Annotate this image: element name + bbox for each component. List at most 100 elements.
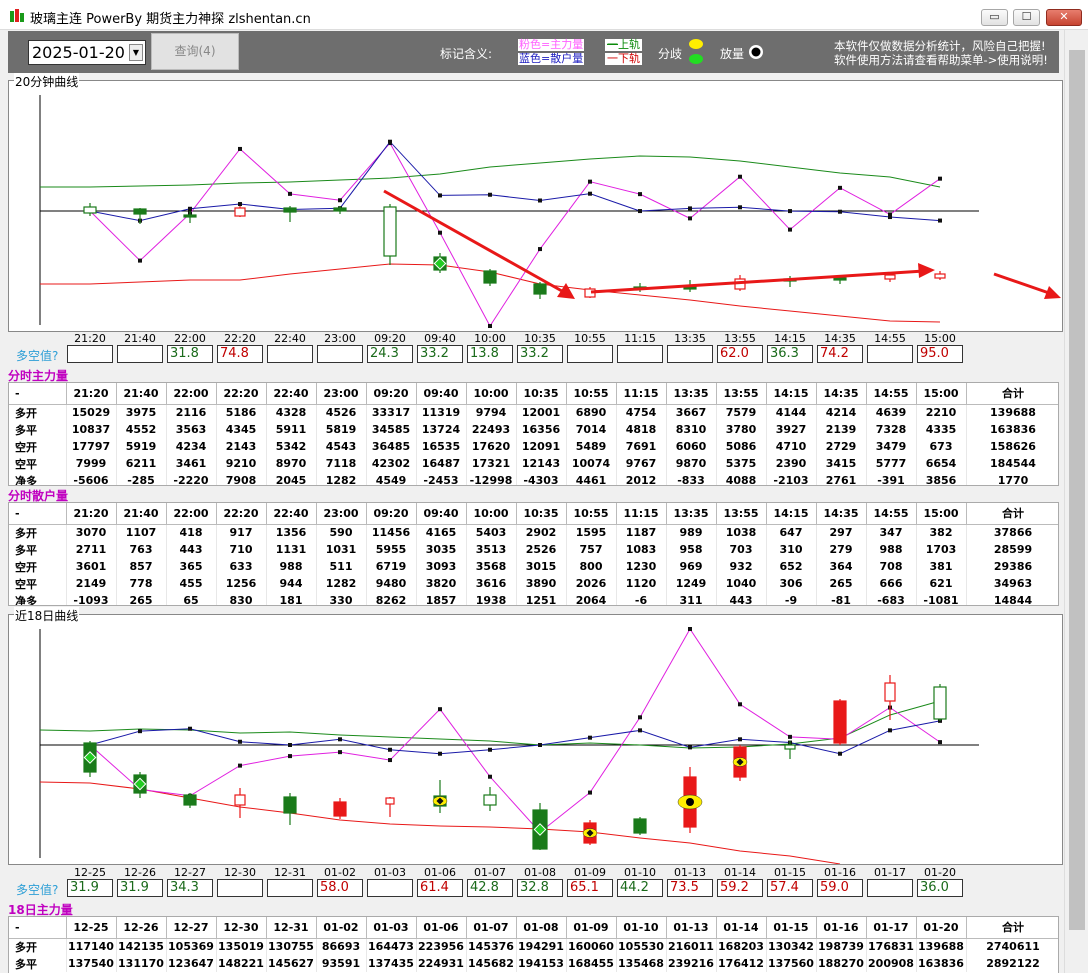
date-picker[interactable]: 2025-01-20 ▼ <box>28 40 146 65</box>
axis-tick-label: 13:35 <box>674 332 706 345</box>
query-button[interactable]: 查询(4) <box>151 33 239 70</box>
table-cell: 7999 <box>66 455 117 472</box>
table-cell: -833 <box>666 472 717 485</box>
table-row[interactable]: 多平 137540 131170 123647 148221 145627 93591 137… <box>9 955 1058 972</box>
table-cell: 1251 <box>516 592 567 605</box>
scrollbar-thumb[interactable] <box>1069 50 1085 930</box>
dk20-label[interactable]: 多空值? <box>16 349 59 363</box>
column-header[interactable]: 10:35 <box>516 503 567 525</box>
column-header[interactable]: 22:40 <box>266 383 317 405</box>
column-header[interactable]: 01-02 <box>316 917 367 939</box>
column-header[interactable]: - <box>9 917 67 939</box>
column-header[interactable]: 22:20 <box>216 383 267 405</box>
axis-tick-label: 10:35 <box>524 332 556 345</box>
column-header[interactable]: 09:40 <box>416 503 467 525</box>
column-header[interactable]: 22:00 <box>166 383 217 405</box>
column-header[interactable]: 13:35 <box>666 383 717 405</box>
table-cell: 1187 <box>616 524 667 541</box>
column-header[interactable]: 09:20 <box>366 383 417 405</box>
column-header[interactable]: 13:55 <box>716 503 767 525</box>
column-header[interactable]: 11:15 <box>616 383 667 405</box>
column-header[interactable]: 10:55 <box>566 503 617 525</box>
column-header[interactable]: 11:15 <box>616 503 667 525</box>
column-header[interactable]: 14:15 <box>766 503 817 525</box>
column-header[interactable]: 21:20 <box>66 503 117 525</box>
column-header[interactable]: 10:35 <box>516 383 567 405</box>
table-row[interactable]: 空开 3601 857 365 633 988 511 6719 3093 3568 3015 800… <box>9 558 1058 575</box>
column-header[interactable]: 14:55 <box>866 503 917 525</box>
column-header[interactable]: 01-13 <box>666 917 717 939</box>
column-header[interactable]: 01-06 <box>416 917 467 939</box>
table-row[interactable]: 空平 7999 6211 3461 9210 8970 7118 42302 16487 1732… <box>9 455 1058 472</box>
column-header[interactable]: 22:20 <box>216 503 267 525</box>
column-header[interactable]: 合计 <box>966 917 1058 939</box>
table-row[interactable]: 多平 2711 763 443 710 1131 1031 5955 3035 3513 2526 7… <box>9 541 1058 558</box>
chevron-down-icon[interactable]: ▼ <box>129 44 143 61</box>
table-row[interactable]: 净多 -5606 -285 -2220 7908 2045 1282 4549 -2453 -12… <box>9 472 1058 485</box>
table-cell: 16356 <box>516 421 567 438</box>
column-header[interactable]: 21:40 <box>116 503 167 525</box>
column-header[interactable]: 14:35 <box>816 383 867 405</box>
column-header[interactable]: 01-09 <box>566 917 617 939</box>
axis-tick-label: 11:15 <box>624 332 656 345</box>
column-header[interactable]: 15:00 <box>916 503 967 525</box>
vertical-scrollbar[interactable] <box>1064 30 1088 973</box>
minimize-button[interactable]: ▭ <box>981 9 1008 26</box>
table-row[interactable]: 多开 15029 3975 2116 5186 4328 4526 33317 11319 979… <box>9 404 1058 421</box>
column-header[interactable]: 09:40 <box>416 383 467 405</box>
column-header[interactable]: 合计 <box>966 503 1058 525</box>
column-header[interactable]: 01-10 <box>616 917 667 939</box>
column-header[interactable]: - <box>9 383 67 405</box>
upper-rail-icon: 一 <box>607 38 618 51</box>
table-row[interactable]: 净多 -1093 265 65 830 181 330 8262 1857 1938 1251 206… <box>9 592 1058 605</box>
column-header[interactable]: - <box>9 503 67 525</box>
column-header[interactable]: 01-07 <box>466 917 517 939</box>
table-cell: 2045 <box>266 472 317 485</box>
column-header[interactable]: 01-15 <box>766 917 817 939</box>
column-header[interactable]: 01-08 <box>516 917 567 939</box>
column-header[interactable]: 12-31 <box>266 917 317 939</box>
table-cell: 944 <box>266 575 317 592</box>
table-row[interactable]: 多开 117140 142135 105369 135019 130755 86693 164… <box>9 938 1058 955</box>
table-cell: 16487 <box>416 455 467 472</box>
column-header[interactable]: 01-17 <box>866 917 917 939</box>
column-header[interactable]: 01-14 <box>716 917 767 939</box>
column-header[interactable]: 09:20 <box>366 503 417 525</box>
column-header[interactable]: 23:00 <box>316 503 367 525</box>
table-row[interactable]: 空平 2149 778 455 1256 944 1282 9480 3820 3616 3890 2… <box>9 575 1058 592</box>
table-cell: 12001 <box>516 404 567 421</box>
close-button[interactable]: ✕ <box>1046 9 1082 26</box>
column-header[interactable]: 12-30 <box>216 917 267 939</box>
toolbar: 2025-01-20 ▼ 查询(4) 标记含义: 粉色=主力量 蓝色=散户量 一… <box>8 31 1059 73</box>
table-cell: 12091 <box>516 438 567 455</box>
column-header[interactable]: 21:20 <box>66 383 117 405</box>
table-row[interactable]: 多开 3070 1107 418 917 1356 590 11456 4165 5403 2902… <box>9 524 1058 541</box>
column-header[interactable]: 13:35 <box>666 503 717 525</box>
column-header[interactable]: 01-20 <box>916 917 967 939</box>
dk18-label[interactable]: 多空值? <box>16 883 59 897</box>
column-header[interactable]: 12-25 <box>66 917 117 939</box>
column-header[interactable]: 14:55 <box>866 383 917 405</box>
table-cell: 6211 <box>116 455 167 472</box>
maximize-button[interactable]: ☐ <box>1013 9 1040 26</box>
column-header[interactable]: 21:40 <box>116 383 167 405</box>
column-header[interactable]: 12-27 <box>166 917 217 939</box>
column-header[interactable]: 10:55 <box>566 383 617 405</box>
table-cell: 4526 <box>316 404 367 421</box>
column-header[interactable]: 14:15 <box>766 383 817 405</box>
column-header[interactable]: 13:55 <box>716 383 767 405</box>
column-header[interactable]: 22:40 <box>266 503 317 525</box>
column-header[interactable]: 01-03 <box>366 917 417 939</box>
column-header[interactable]: 22:00 <box>166 503 217 525</box>
column-header[interactable]: 15:00 <box>916 383 967 405</box>
table-cell: 14844 <box>966 592 1058 605</box>
table-row[interactable]: 多平 10837 4552 3563 4345 5911 5819 34585 13724 224… <box>9 421 1058 438</box>
column-header[interactable]: 10:00 <box>466 503 517 525</box>
column-header[interactable]: 合计 <box>966 383 1058 405</box>
table-row[interactable]: 空开 17797 5919 4234 2143 5342 4543 36485 16535 176… <box>9 438 1058 455</box>
column-header[interactable]: 23:00 <box>316 383 367 405</box>
column-header[interactable]: 14:35 <box>816 503 867 525</box>
column-header[interactable]: 10:00 <box>466 383 517 405</box>
column-header[interactable]: 12-26 <box>116 917 167 939</box>
column-header[interactable]: 01-16 <box>816 917 867 939</box>
